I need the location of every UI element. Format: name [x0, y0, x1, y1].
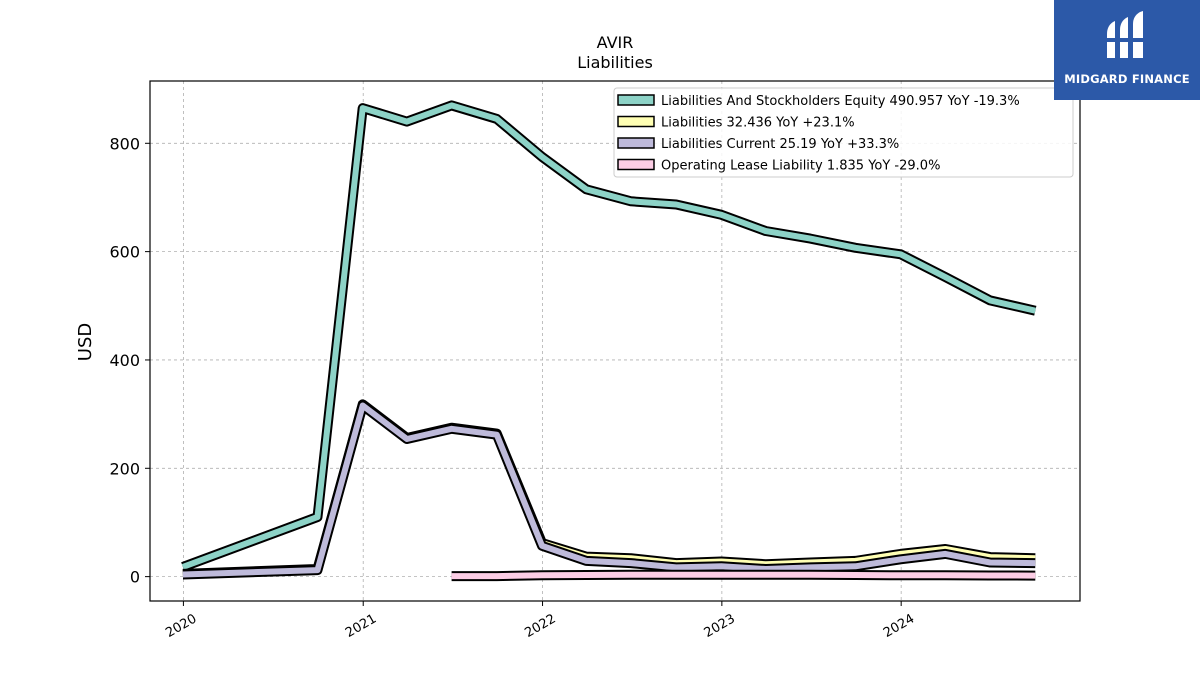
legend-swatch — [617, 115, 655, 128]
series-outline — [182, 399, 1036, 579]
legend-swatch — [617, 158, 655, 171]
y-tick-label: 200 — [109, 459, 140, 478]
series-2 — [182, 399, 1036, 579]
legend-swatch — [617, 94, 655, 106]
series-line — [181, 102, 1036, 570]
series-4 — [451, 569, 1036, 582]
chart-title: AVIR — [597, 33, 634, 52]
y-tick-label: 0 — [130, 568, 140, 587]
x-tick-label: 2024 — [881, 611, 917, 641]
legend-label: Operating Lease Liability 1.835 YoY -29.… — [661, 159, 940, 174]
series-line — [451, 571, 1036, 580]
y-tick-label: 600 — [109, 243, 140, 262]
legend-swatch — [617, 137, 655, 149]
logo-mark-icon — [1105, 11, 1145, 58]
y-tick-label: 800 — [109, 134, 140, 153]
x-tick-label: 2020 — [163, 611, 199, 641]
legend-label: Liabilities And Stockholders Equity 490.… — [661, 94, 1020, 109]
x-tick-label: 2021 — [343, 611, 379, 641]
series-line — [182, 402, 1036, 578]
legend-box — [613, 87, 1074, 178]
x-tick-label: 2022 — [522, 611, 558, 641]
legend: Liabilities And Stockholders Equity 490.… — [613, 87, 1074, 178]
series-1 — [181, 100, 1037, 572]
y-tick-label: 400 — [109, 351, 140, 370]
series-3 — [182, 400, 1036, 580]
brand-logo: MIDGARD FINANCE — [1054, 0, 1200, 100]
legend-label: Liabilities Current 25.19 YoY +33.3% — [661, 137, 899, 152]
y-axis-label: USD — [75, 323, 96, 361]
legend-label: Liabilities 32.436 YoY +23.1% — [661, 116, 855, 131]
chart-subtitle: Liabilities — [577, 53, 653, 72]
series — [181, 100, 1037, 582]
brand-name: MIDGARD FINANCE — [1064, 72, 1190, 86]
x-tick-label: 2023 — [702, 611, 738, 641]
plot-frame — [149, 80, 1081, 602]
